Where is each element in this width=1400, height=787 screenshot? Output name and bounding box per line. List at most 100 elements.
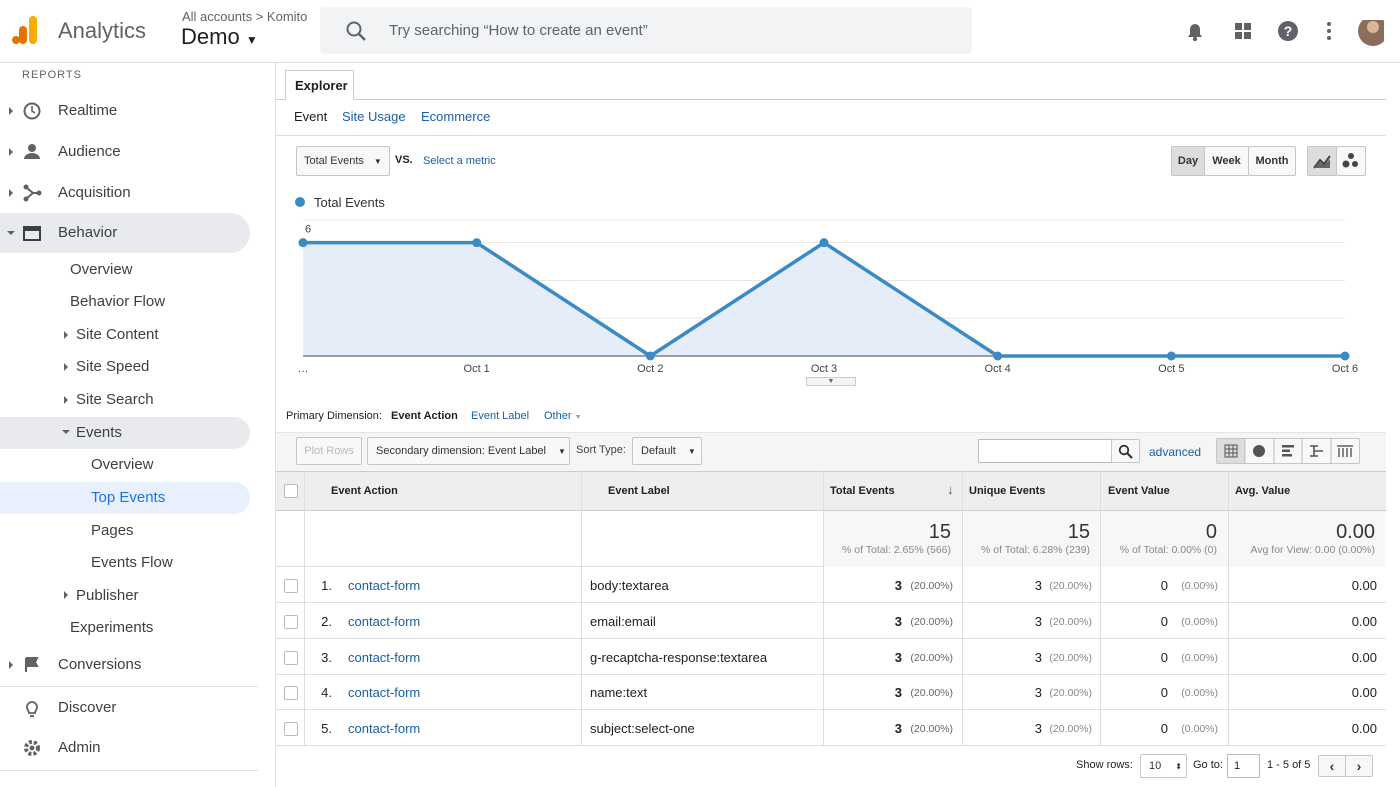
search-button[interactable] [1111, 439, 1140, 463]
table-header [276, 471, 1386, 511]
goto-label: Go to: [1193, 759, 1223, 771]
checkbox[interactable] [284, 650, 298, 665]
nav-item[interactable]: Site Speed [76, 358, 150, 375]
nav-item[interactable]: Behavior [58, 224, 118, 241]
checkbox[interactable] [284, 722, 298, 737]
avg-value: 0.00 [1351, 613, 1377, 629]
column-header[interactable]: Event Label [608, 485, 670, 497]
dimension-label: Primary Dimension: [286, 410, 382, 422]
total-detail: Avg for View: 0.00 (0.00%) [1250, 544, 1375, 556]
nav-item[interactable]: Events [76, 424, 122, 441]
event-value: 0 [1160, 613, 1168, 629]
dimension-option[interactable]: Event Action [391, 410, 458, 422]
legend-marker [295, 197, 305, 207]
x-tick-label: Oct 6 [1332, 363, 1358, 375]
header-icons[interactable]: ? [1184, 20, 1384, 46]
column-header[interactable]: Avg. Value [1235, 485, 1291, 497]
nav-item[interactable]: Overview [70, 261, 133, 278]
nav-item[interactable]: Overview [91, 456, 154, 473]
nav-item[interactable]: Admin [58, 739, 101, 756]
checkbox[interactable] [284, 579, 298, 593]
total-value: 15 [928, 521, 951, 543]
point [645, 351, 655, 361]
nav-item[interactable]: Acquisition [58, 184, 131, 201]
nav-item[interactable]: Top Events [91, 489, 166, 506]
table-search[interactable] [978, 439, 1112, 463]
next-page[interactable]: › [1345, 755, 1373, 777]
tab-label[interactable]: Explorer [295, 78, 348, 93]
nav-item[interactable]: Experiments [70, 619, 154, 636]
sort-dropdown[interactable]: Default ▼ [632, 437, 702, 465]
nav-icons [7, 102, 42, 756]
event-action[interactable]: contact-form [348, 721, 421, 737]
nav-item[interactable]: Conversions [58, 656, 142, 673]
checkbox[interactable] [284, 484, 298, 498]
goto-input[interactable]: 1 [1227, 754, 1260, 778]
point [993, 351, 1003, 361]
event-action[interactable]: contact-form [348, 649, 421, 665]
total-events: 3 [894, 721, 902, 737]
row [276, 710, 1386, 747]
breadcrumb-item[interactable]: All accounts [182, 9, 253, 24]
nav-item[interactable]: Discover [58, 699, 117, 716]
chart-type-motion[interactable] [1336, 146, 1366, 176]
period-button[interactable]: Month [1248, 146, 1296, 176]
nav-item[interactable]: Publisher [76, 587, 139, 604]
plot-rows-button[interactable]: Plot Rows [296, 437, 362, 465]
unique-events: 3 [1034, 613, 1042, 629]
event-action[interactable]: contact-form [348, 613, 421, 629]
nav-item[interactable]: Site Content [76, 326, 159, 343]
nav-item[interactable]: Audience [58, 143, 121, 160]
subtab[interactable]: Site Usage [342, 109, 406, 124]
event-value: 0 [1160, 649, 1168, 665]
period-button[interactable]: Day [1171, 146, 1205, 176]
sort-arrow[interactable]: ↓ [947, 482, 954, 497]
dimension-option[interactable]: Event Label [471, 410, 530, 422]
nav-item[interactable]: Realtime [58, 102, 118, 119]
property-picker[interactable]: Demo ▼ [181, 24, 258, 49]
rows-value: 10 [1149, 760, 1162, 772]
collapse-handle[interactable]: ▼ [806, 377, 856, 386]
search-box[interactable] [320, 7, 972, 54]
event-value-pct: (0.00%) [1181, 580, 1218, 592]
advanced-link[interactable]: advanced [1149, 445, 1202, 459]
nav-item[interactable]: Pages [91, 522, 134, 539]
x-tick-label: Oct 5 [1158, 363, 1184, 375]
search-icon [346, 21, 366, 41]
column-header[interactable]: Event Value [1108, 485, 1170, 497]
nav-item[interactable]: Events Flow [91, 554, 173, 571]
nav-item[interactable]: Behavior Flow [70, 293, 166, 310]
tab[interactable] [285, 70, 354, 100]
tab-line [276, 99, 1386, 100]
subtab[interactable]: Event [294, 109, 328, 124]
event-label: g-recaptcha-response:textarea [590, 649, 768, 665]
dimension-option[interactable]: Other ▼ [544, 410, 582, 422]
subtab[interactable]: Ecommerce [421, 109, 491, 124]
column-header[interactable]: Unique Events [969, 485, 1046, 497]
event-action[interactable]: contact-form [348, 685, 421, 701]
column-header[interactable]: Total Events [830, 485, 895, 497]
top-bar [0, 0, 1400, 63]
column-header[interactable]: Event Action [331, 485, 398, 497]
metric-link[interactable]: Select a metric [423, 155, 496, 167]
breadcrumb[interactable]: All accounts > Komito [182, 9, 308, 24]
checkbox[interactable] [284, 686, 298, 701]
column-divider [304, 471, 305, 746]
event-action[interactable]: contact-form [348, 578, 421, 593]
prev-page[interactable]: ‹ [1318, 755, 1346, 777]
row-index: 5. [321, 721, 332, 737]
dimension-other[interactable]: Other [544, 410, 572, 422]
x-tick-label: … [298, 363, 309, 375]
x-tick-label: Oct 2 [637, 363, 663, 375]
period-button[interactable]: Week [1204, 146, 1249, 176]
breadcrumb-item[interactable]: Komito [266, 9, 308, 24]
checkbox[interactable] [284, 614, 298, 629]
metric-dropdown[interactable]: Total Events ▼ [296, 146, 390, 176]
event-label: name:text [590, 685, 648, 701]
secondary-dimension[interactable]: Secondary dimension: Event Label ▼ [367, 437, 570, 465]
row [276, 603, 1386, 639]
rows-select[interactable]: 10 ⬍ [1140, 754, 1187, 778]
nav-item[interactable]: Site Search [76, 391, 154, 408]
column-divider [823, 471, 824, 746]
